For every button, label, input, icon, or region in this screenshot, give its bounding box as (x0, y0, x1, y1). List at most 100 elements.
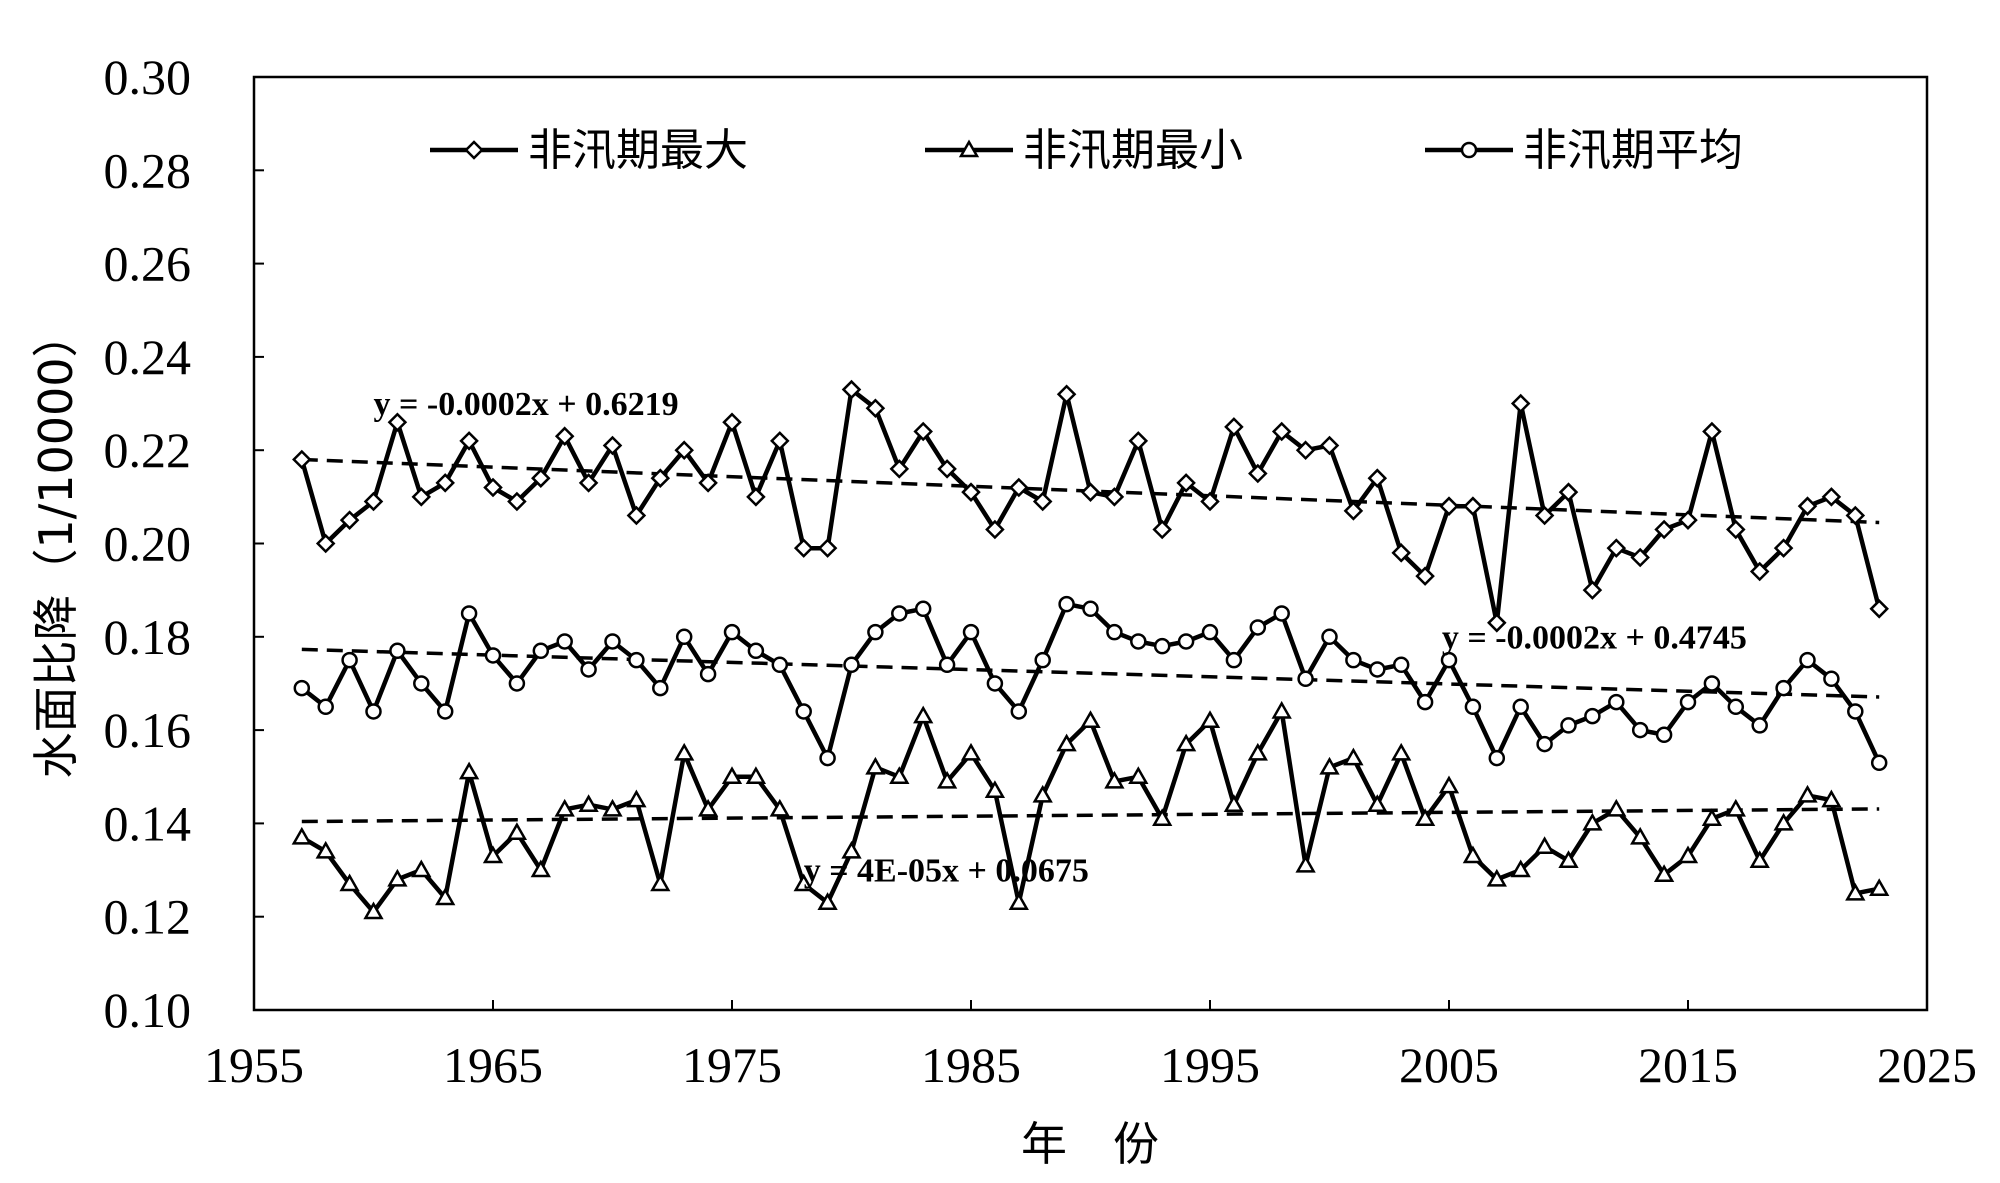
data-point-diamond (722, 412, 742, 432)
data-point-triangle (1558, 850, 1579, 868)
y-tick-label: 0.10 (104, 982, 192, 1038)
data-point-triangle (411, 859, 432, 878)
data-point-triangle (339, 873, 360, 892)
data-point-diamond (674, 440, 694, 460)
data-point-diamond (1773, 538, 1794, 558)
x-tick-label: 1975 (682, 1037, 782, 1093)
data-point-circle (1488, 749, 1506, 767)
data-point-triangle (1128, 766, 1149, 784)
data-point-triangle (1606, 798, 1627, 817)
data-point-circle (843, 656, 860, 674)
data-point-circle (1392, 656, 1410, 674)
y-axis-title: 水面比降（1/10000） (29, 311, 83, 778)
data-point-triangle (1486, 868, 1507, 887)
data-point-diamond (411, 487, 432, 507)
data-point-diamond (1510, 393, 1531, 414)
data-point-diamond (1367, 468, 1388, 488)
data-point-diamond (1391, 543, 1411, 563)
data-point-triangle (1295, 854, 1316, 873)
legend: 非汛期最大 非汛期最小 非汛期平均 (430, 125, 1743, 176)
data-point-circle (747, 642, 765, 660)
x-axis: 1955 1965 1975 1985 1995 2005 2015 2025 (204, 1000, 1977, 1093)
data-point-diamond (985, 519, 1005, 540)
data-point-triangle (1677, 845, 1699, 864)
data-point-circle (1034, 651, 1051, 669)
data-point-circle (532, 642, 550, 660)
y-axis: 0.10 0.12 0.14 0.16 0.18 0.20 0.22 0.24 0.26 0.28… (104, 49, 264, 1038)
data-point-circle (723, 623, 741, 641)
data-point-circle (867, 623, 884, 641)
data-point-circle (604, 633, 621, 650)
data-point-triangle (1175, 733, 1197, 752)
data-point-circle (508, 675, 526, 692)
data-point-triangle (960, 742, 982, 761)
data-point-triangle (913, 705, 934, 724)
data-point-triangle (626, 789, 647, 808)
data-point-triangle (1845, 882, 1866, 901)
data-point-triangle (1152, 808, 1173, 826)
data-point-triangle (1582, 812, 1603, 831)
data-point-diamond (889, 459, 910, 479)
data-point-triangle (458, 761, 480, 780)
data-point-triangle (363, 901, 384, 920)
data-point-circle (986, 675, 1004, 692)
data-point-diamond (292, 449, 312, 470)
data-point-circle (460, 605, 478, 622)
data-point-diamond (1487, 613, 1507, 633)
legend-label: 非汛期平均 (1523, 125, 1743, 176)
data-point-triangle (1367, 794, 1388, 812)
data-point-circle (1416, 693, 1434, 711)
data-point-circle (484, 647, 502, 664)
data-point-triangle (1247, 742, 1268, 761)
data-point-diamond (387, 412, 408, 432)
data-point-diamond (1128, 431, 1149, 451)
data-point-circle (341, 651, 358, 669)
data-point-triangle (1104, 770, 1125, 789)
data-point-circle (1679, 693, 1697, 711)
data-point-circle (1345, 651, 1362, 669)
data-point-diamond (1104, 487, 1125, 507)
data-point-diamond (1080, 482, 1101, 502)
legend-label: 非汛期最大 (528, 125, 748, 176)
data-point-diamond (1678, 510, 1698, 530)
data-point-diamond (626, 505, 647, 526)
data-point-circle (1584, 707, 1601, 725)
y-tick-label: 0.14 (104, 795, 192, 851)
data-point-diamond (770, 431, 790, 451)
data-point-circle (293, 679, 311, 697)
data-point-diamond (1845, 505, 1866, 526)
data-point-circle (436, 703, 454, 720)
data-point-circle (1464, 698, 1482, 716)
data-point-diamond (1749, 561, 1770, 582)
data-point-circle (1608, 693, 1625, 711)
data-point-diamond (554, 426, 575, 446)
data-point-circle (699, 665, 717, 683)
data-point-circle (580, 661, 597, 678)
data-point-diamond (1558, 482, 1579, 502)
data-point-circle (1082, 600, 1099, 618)
trend-equations: y = -0.0002x + 0.6219 y = 4E-05x + 0.0675… (374, 386, 1747, 890)
data-point-circle (628, 651, 645, 669)
data-point-diamond (1343, 501, 1364, 521)
data-point-triangle (958, 139, 980, 158)
data-point-triangle (602, 798, 623, 817)
data-point-triangle (1773, 812, 1794, 831)
x-tick-label: 2015 (1638, 1037, 1738, 1093)
data-point-triangle (721, 766, 743, 784)
data-point-triangle (1749, 850, 1770, 868)
data-point-triangle (1319, 756, 1340, 775)
data-point-diamond (937, 459, 957, 479)
data-point-triangle (889, 766, 910, 784)
data-point-circle (1440, 651, 1458, 669)
y-tick-label: 0.20 (104, 516, 192, 572)
data-point-circle (1177, 633, 1195, 650)
data-point-diamond (1702, 421, 1722, 442)
x-tick-label: 2005 (1399, 1037, 1499, 1093)
data-point-triangle (674, 742, 695, 761)
data-point-circle (891, 605, 908, 622)
data-point-circle (962, 623, 980, 641)
y-tick-label: 0.28 (104, 142, 192, 198)
data-point-triangle (1701, 808, 1723, 826)
data-point-diamond (817, 538, 838, 558)
trend-equation: y = 4E-05x + 0.0675 (804, 853, 1089, 890)
